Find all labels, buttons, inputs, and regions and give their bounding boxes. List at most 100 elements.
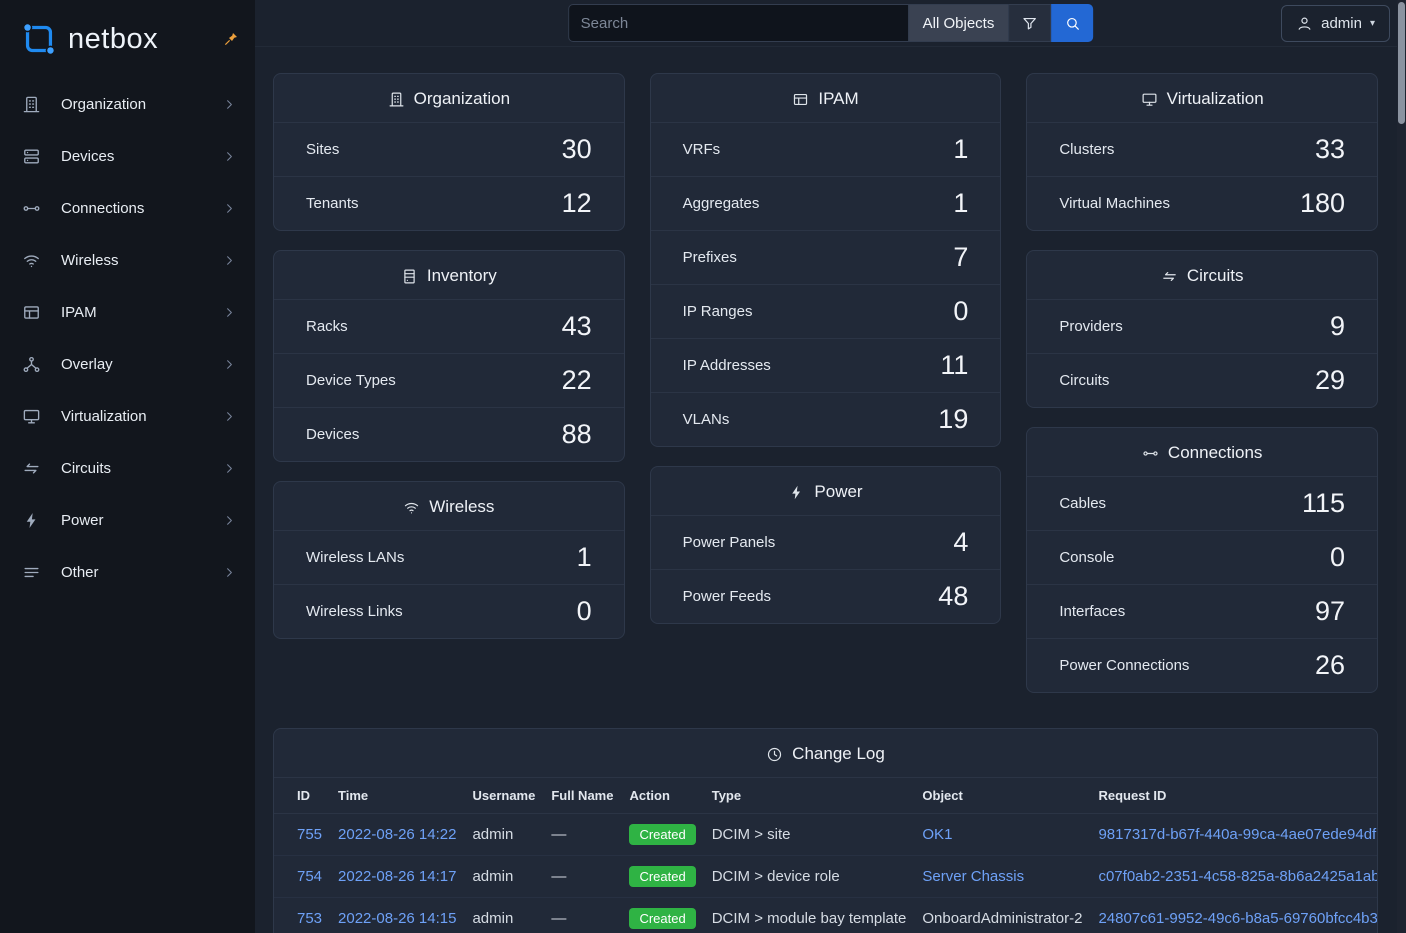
stat-row-interfaces: Interfaces 97 [1027,584,1377,638]
sidebar-item-ipam[interactable]: IPAM [0,286,255,338]
stat-value-power-feeds[interactable]: 48 [938,581,968,612]
stat-label-power-panels[interactable]: Power Panels [683,534,776,551]
stat-label-aggregates[interactable]: Aggregates [683,195,760,212]
stat-value-power-connections[interactable]: 26 [1315,650,1345,681]
stat-label-wireless-lans[interactable]: Wireless LANs [306,549,404,566]
filter-button[interactable] [1008,4,1051,42]
stat-label-ip-ranges[interactable]: IP Ranges [683,303,753,320]
sidebar-item-power[interactable]: Power [0,494,255,546]
stat-label-ip-addresses[interactable]: IP Addresses [683,357,771,374]
stat-label-racks[interactable]: Racks [306,318,348,335]
stat-row-devices: Devices 88 [274,407,624,461]
stat-value-tenants[interactable]: 12 [562,188,592,219]
change-username: admin [472,856,551,898]
stat-value-wireless-links[interactable]: 0 [577,596,592,627]
col-header-fullname: Full Name [551,778,629,814]
stat-label-vlans[interactable]: VLANs [683,411,730,428]
stat-label-power-connections[interactable]: Power Connections [1059,657,1189,674]
pin-icon[interactable] [223,31,239,47]
sidebar-item-connections[interactable]: Connections [0,182,255,234]
stat-label-circuits[interactable]: Circuits [1059,372,1109,389]
stat-value-providers[interactable]: 9 [1330,311,1345,342]
sidebar-item-organization[interactable]: Organization [0,78,255,130]
col-header-object: Object [922,778,1098,814]
sidebar-item-label: Devices [61,148,114,165]
stat-row-vrfs: VRFs 1 [651,122,1001,176]
stat-value-aggregates[interactable]: 1 [953,188,968,219]
change-time-link[interactable]: 2022-08-26 14:22 [338,826,456,843]
stat-row-prefixes: Prefixes 7 [651,230,1001,284]
sidebar-item-overlay[interactable]: Overlay [0,338,255,390]
stat-value-prefixes[interactable]: 7 [953,242,968,273]
stat-label-power-feeds[interactable]: Power Feeds [683,588,771,605]
change-id-link[interactable]: 753 [297,910,322,927]
changelog-header: Change Log [274,729,1377,777]
stat-value-console[interactable]: 0 [1330,542,1345,573]
sidebar-item-virtualization[interactable]: Virtualization [0,390,255,442]
object-type-dropdown[interactable]: All Objects [908,4,1009,42]
change-id-link[interactable]: 754 [297,868,322,885]
stat-value-racks[interactable]: 43 [562,311,592,342]
card-wireless-header: Wireless [274,482,624,530]
change-request-link[interactable]: 9817317d-b67f-440a-99ca-4ae07ede94df [1098,826,1376,843]
stat-label-console[interactable]: Console [1059,549,1114,566]
stat-value-cables[interactable]: 115 [1302,488,1345,519]
stat-label-wireless-links[interactable]: Wireless Links [306,603,403,620]
change-time-link[interactable]: 2022-08-26 14:15 [338,910,456,927]
netbox-home-link[interactable]: netbox [18,18,158,60]
stat-value-interfaces[interactable]: 97 [1315,596,1345,627]
search-icon [1064,15,1081,32]
stat-value-device-types[interactable]: 22 [562,365,592,396]
stat-label-sites[interactable]: Sites [306,141,339,158]
change-username: admin [472,898,551,933]
change-object-link[interactable]: Server Chassis [922,868,1024,885]
stat-value-vrfs[interactable]: 1 [953,134,968,165]
sidebar-item-devices[interactable]: Devices [0,130,255,182]
stat-label-providers[interactable]: Providers [1059,318,1122,335]
search-button[interactable] [1051,4,1093,42]
sidebar-item-circuits[interactable]: Circuits [0,442,255,494]
card-circuits: Circuits Providers 9 Circuits 29 [1026,250,1378,408]
stat-label-prefixes[interactable]: Prefixes [683,249,737,266]
stat-value-vlans[interactable]: 19 [938,404,968,435]
stat-label-interfaces[interactable]: Interfaces [1059,603,1125,620]
stat-label-cables[interactable]: Cables [1059,495,1106,512]
stat-value-sites[interactable]: 30 [562,134,592,165]
stat-value-power-panels[interactable]: 4 [953,527,968,558]
change-request-link[interactable]: c07f0ab2-2351-4c58-825a-8b6a2425a1ab [1098,868,1378,885]
card-connections: Connections Cables 115 Console 0 Interfa… [1026,427,1378,693]
stat-label-virtual-machines[interactable]: Virtual Machines [1059,195,1170,212]
stat-label-devices[interactable]: Devices [306,426,359,443]
stat-value-circuits[interactable]: 29 [1315,365,1345,396]
dashboard-column-2: IPAM VRFs 1 Aggregates 1 Prefixes 7 [650,73,1002,693]
search-input[interactable] [568,4,908,42]
ipam-icon [22,303,41,322]
stat-value-clusters[interactable]: 33 [1315,134,1345,165]
stat-value-devices[interactable]: 88 [562,419,592,450]
sidebar-item-label: Overlay [61,356,113,373]
chevron-right-icon [222,461,237,476]
change-id-link[interactable]: 755 [297,826,322,843]
stat-value-ip-ranges[interactable]: 0 [953,296,968,327]
change-time-link[interactable]: 2022-08-26 14:17 [338,868,456,885]
dashboard-content: Organization Sites 30 Tenants 12 [255,47,1406,933]
change-object: OnboardAdministrator-2 [922,898,1098,933]
sidebar-item-other[interactable]: Other [0,546,255,598]
change-object-link[interactable]: OK1 [922,826,952,843]
change-request-link[interactable]: 24807c61-9952-49c6-b8a5-69760bfcc4b3 [1098,910,1377,927]
stat-value-virtual-machines[interactable]: 180 [1300,188,1345,219]
stat-label-clusters[interactable]: Clusters [1059,141,1114,158]
user-menu-button[interactable]: admin ▾ [1281,5,1390,42]
card-title: Wireless [429,497,494,517]
flash-icon [788,484,805,501]
sidebar-item-wireless[interactable]: Wireless [0,234,255,286]
stat-label-tenants[interactable]: Tenants [306,195,359,212]
stat-value-wireless-lans[interactable]: 1 [577,542,592,573]
chevron-right-icon [222,357,237,372]
stat-label-device-types[interactable]: Device Types [306,372,396,389]
stat-label-vrfs[interactable]: VRFs [683,141,721,158]
changelog-row: 753 2022-08-26 14:15 admin — Created DCI… [274,898,1378,933]
stat-value-ip-addresses[interactable]: 11 [940,350,968,381]
sidebar-item-label: Connections [61,200,144,217]
scrollbar-thumb[interactable] [1398,2,1405,124]
